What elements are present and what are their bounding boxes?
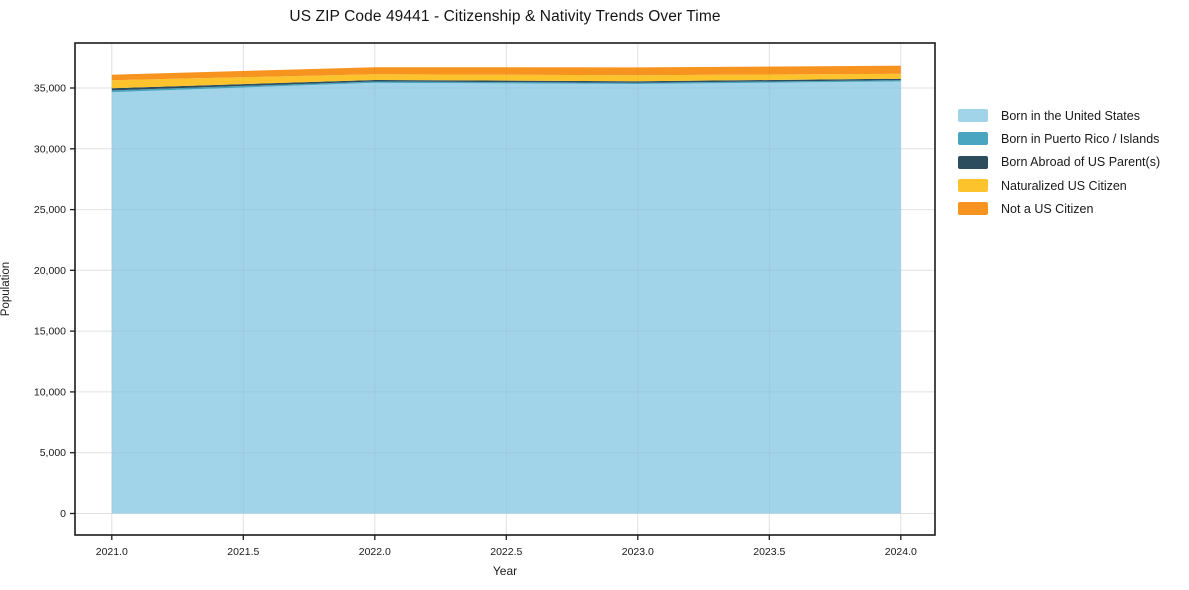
legend-label: Born in Puerto Rico / Islands: [1001, 131, 1160, 146]
y-tick-label: 20,000: [34, 265, 66, 277]
area-born-in-the-united-states: [111, 81, 901, 514]
x-tick-label: 2021.0: [96, 546, 128, 558]
y-tick-label: 30,000: [34, 143, 66, 155]
legend-swatch-icon: [958, 202, 988, 216]
y-tick-label: 10,000: [34, 386, 66, 398]
legend-label: Naturalized US Citizen: [1001, 178, 1127, 193]
legend-swatch-icon: [958, 179, 988, 193]
y-axis: 0 5,000 10,000 15,000 20,000 25,000 30,000 35,0…: [34, 83, 75, 520]
x-tick-label: 2023.0: [622, 546, 654, 558]
x-tick-label: 2021.5: [227, 546, 259, 558]
legend-item-naturalized-us-citizen: Naturalized US Citizen: [958, 174, 1160, 197]
y-tick-label: 35,000: [34, 83, 66, 95]
legend-item-born-in-puerto-rico-islands: Born in Puerto Rico / Islands: [958, 127, 1160, 150]
area-born-in-puerto-rico-islands: [111, 80, 901, 93]
x-axis: 2021.0 2021.5 2022.0 2022.5 2023.0 2023.5 2024…: [96, 535, 917, 558]
y-tick-label: 15,000: [34, 326, 66, 338]
plot-border: [74, 42, 936, 536]
legend-swatch-icon: [958, 132, 988, 146]
area-not-a-us-citizen: [111, 65, 901, 81]
stacked-areas: [111, 65, 901, 514]
legend-swatch-icon: [958, 155, 988, 169]
chart-legend: Born in the United States Born in Puerto …: [958, 104, 1160, 220]
legend-label: Not a US Citizen: [1001, 201, 1094, 216]
legend-item-not-a-us-citizen: Not a US Citizen: [958, 197, 1160, 220]
y-tick-label: 0: [60, 508, 66, 520]
y-tick-label: 25,000: [34, 204, 66, 216]
x-tick-label: 2024.0: [885, 546, 917, 558]
legend-label: Born Abroad of US Parent(s): [1001, 155, 1161, 170]
y-axis-label: Population: [0, 261, 12, 317]
legend-item-born-abroad-of-us-parent-s: Born Abroad of US Parent(s): [958, 151, 1160, 174]
x-axis-label: Year: [492, 564, 518, 578]
area-born-abroad-of-us-parent-s: [111, 78, 901, 91]
chart-title: US ZIP Code 49441 - Citizenship & Nativi…: [289, 8, 721, 25]
x-tick-label: 2023.5: [753, 546, 785, 558]
y-tick-label: 5,000: [40, 447, 66, 459]
legend-label: Born in the United States: [1001, 108, 1140, 123]
legend-swatch-icon: [958, 109, 988, 123]
x-tick-label: 2022.0: [359, 546, 391, 558]
legend-item-born-in-the-united-states: Born in the United States: [958, 104, 1160, 127]
area-naturalized-us-citizen: [111, 73, 901, 89]
x-tick-label: 2022.5: [490, 546, 522, 558]
